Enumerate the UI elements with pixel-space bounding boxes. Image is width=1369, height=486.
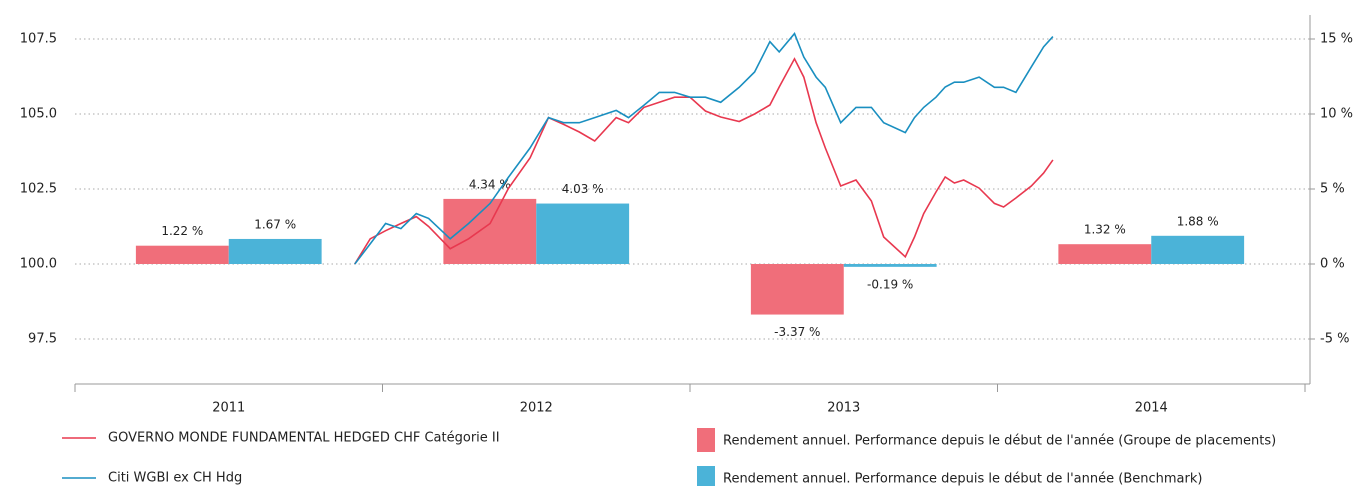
bar bbox=[536, 203, 630, 264]
y2-tick-label: 0 % bbox=[1320, 257, 1345, 272]
bar bbox=[1058, 244, 1152, 264]
bar bbox=[443, 198, 537, 264]
bar bbox=[843, 264, 937, 267]
value-label: 1.67 % bbox=[254, 217, 296, 231]
x-tick-label: 2012 bbox=[520, 401, 553, 416]
y-tick-label: 100.0 bbox=[20, 257, 57, 272]
value-label: 1.88 % bbox=[1177, 214, 1219, 228]
y2-tick-label: 5 % bbox=[1320, 182, 1345, 197]
y-tick-label: 102.5 bbox=[20, 182, 57, 197]
value-label: 1.22 % bbox=[161, 224, 203, 238]
y2-tick-label: 10 % bbox=[1320, 107, 1353, 122]
legend-label: Rendement annuel. Performance depuis le … bbox=[723, 434, 1276, 449]
x-tick-label: 2013 bbox=[827, 401, 860, 416]
bar bbox=[750, 264, 844, 315]
bar bbox=[228, 238, 322, 264]
legend-swatch bbox=[697, 428, 715, 452]
line bbox=[354, 32, 1054, 265]
legend-swatch bbox=[697, 466, 715, 486]
y-tick-label: 105.0 bbox=[20, 107, 57, 122]
y2-tick-label: 15 % bbox=[1320, 32, 1353, 47]
y-tick-label: 107.5 bbox=[20, 32, 57, 47]
bar bbox=[1151, 235, 1245, 264]
value-label: 1.32 % bbox=[1084, 223, 1126, 237]
legend-label: Citi WGBI ex CH Hdg bbox=[108, 471, 242, 486]
value-label: 4.34 % bbox=[469, 177, 511, 191]
line bbox=[354, 57, 1054, 265]
bar bbox=[135, 245, 229, 264]
y-tick-label: 97.5 bbox=[28, 332, 57, 347]
legend-label: Rendement annuel. Performance depuis le … bbox=[723, 472, 1202, 486]
legend-label: GOVERNO MONDE FUNDAMENTAL HEDGED CHF Cat… bbox=[108, 431, 500, 446]
value-label: -0.19 % bbox=[867, 277, 913, 291]
value-label: -3.37 % bbox=[774, 325, 820, 339]
x-tick-label: 2011 bbox=[212, 401, 245, 416]
x-tick-label: 2014 bbox=[1135, 401, 1168, 416]
value-label: 4.03 % bbox=[562, 182, 604, 196]
y2-tick-label: -5 % bbox=[1320, 332, 1349, 347]
